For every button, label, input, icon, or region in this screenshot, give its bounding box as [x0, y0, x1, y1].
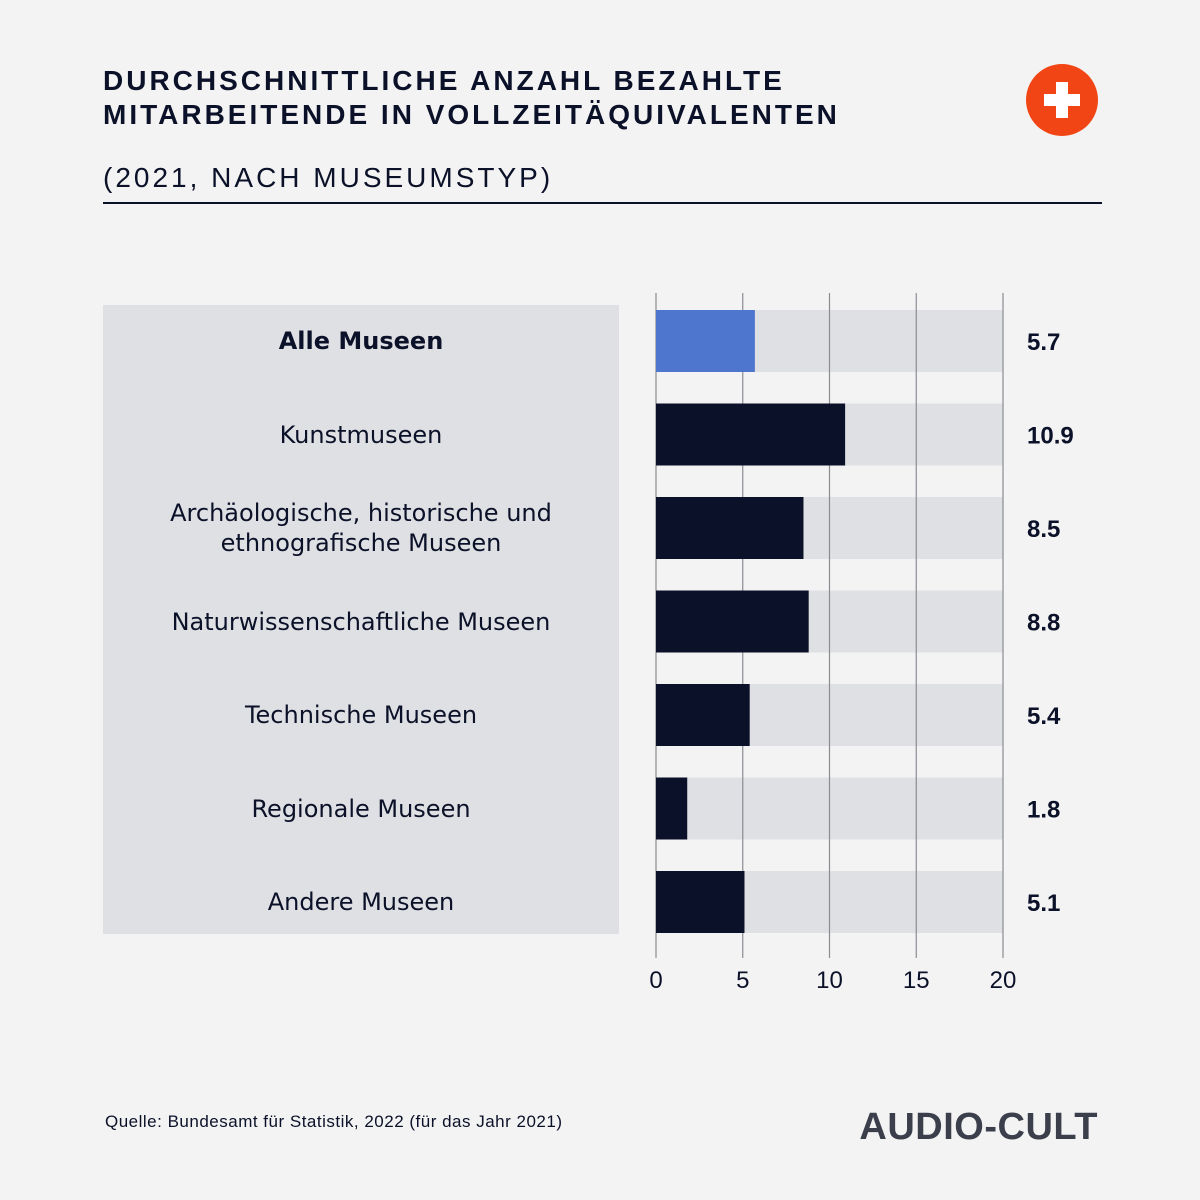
value-label: 8.5 [1027, 516, 1060, 543]
category-label: Naturwissenschaftliche Museen [171, 607, 551, 636]
value-label: 8.8 [1027, 610, 1060, 637]
bar [656, 777, 688, 840]
category-label: Alle Museen [278, 327, 444, 355]
bar [656, 590, 809, 653]
title-divider [103, 202, 1102, 204]
value-label: 5.7 [1027, 329, 1060, 356]
chart-title: DURCHSCHNITTLICHE ANZAHL BEZAHLTE MITARB… [103, 65, 840, 130]
category-label: Kunstmuseen [279, 420, 443, 449]
tick-label: 5 [736, 967, 749, 994]
bar [656, 403, 846, 466]
brand-logo: AUDIO-CULT [859, 1106, 1098, 1148]
value-label: 1.8 [1027, 797, 1060, 824]
category-label: Andere Museen [267, 888, 455, 916]
value-label: 5.4 [1027, 703, 1061, 730]
value-label: 5.1 [1027, 890, 1060, 917]
category-label: Regionale Museen [251, 794, 471, 823]
swiss-flag-icon [1026, 64, 1098, 136]
category-label: Technische Museen [244, 701, 478, 729]
tick-label: 0 [649, 967, 662, 994]
value-label: 10.9 [1027, 423, 1074, 450]
bar [656, 310, 755, 372]
bar [656, 684, 750, 746]
tick-label: 20 [990, 967, 1017, 994]
source-note: Quelle: Bundesamt für Statistik, 2022 (f… [105, 1112, 563, 1131]
tick-label: 10 [816, 967, 843, 994]
category-label: Archäologische, historische und ethnogra… [170, 499, 552, 557]
bar [656, 871, 745, 933]
chart-subtitle: (2021, NACH MUSEUMSTYP) [103, 162, 554, 193]
category-label-panel: Alle Museen Kunstmuseen Archäologische, hi… [103, 305, 619, 934]
tick-label: 15 [903, 967, 930, 994]
bar [656, 497, 804, 559]
